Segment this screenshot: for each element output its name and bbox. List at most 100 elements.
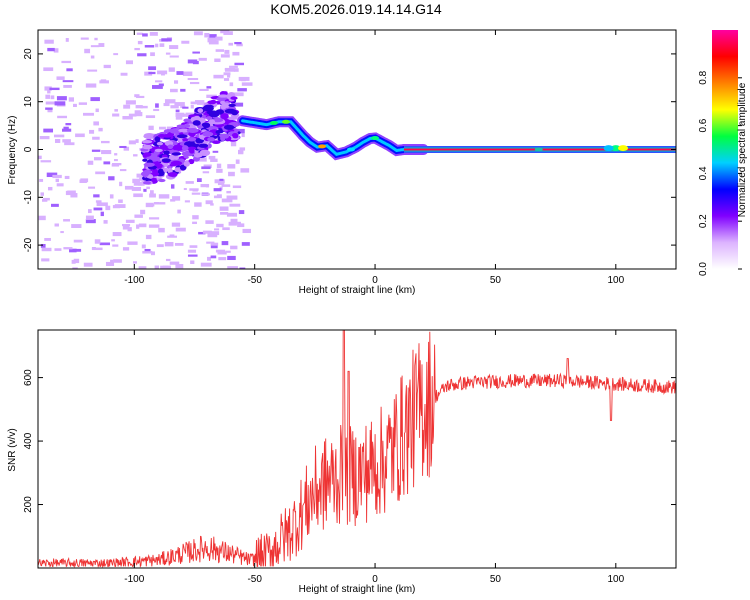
spectrogram-noise-patch	[221, 198, 233, 203]
spectrogram-noise-patch	[226, 212, 238, 217]
spectrogram-noise-patch	[215, 36, 223, 41]
spectrogram-hotspot	[281, 119, 290, 124]
spectrogram-noise-patch	[148, 66, 157, 71]
spectrogram-noise-patch	[144, 71, 153, 76]
spectrogram-noise-patch	[98, 43, 105, 47]
spectrogram-noise-patch	[237, 149, 244, 155]
spectrogram-cloud-blob	[183, 152, 189, 159]
spectrogram-noise-patch	[99, 80, 109, 84]
spectrogram-noise-patch	[110, 259, 114, 263]
spectrogram-x-ticks: -100 -50 0 50 100	[124, 30, 625, 286]
spectrogram-noise-patch	[52, 174, 62, 179]
spectrogram-noise-patch	[119, 145, 127, 148]
spectrogram-noise-patch	[40, 160, 52, 163]
spectrogram-noise-patch	[63, 126, 69, 130]
spectrogram-noise-patch	[88, 209, 92, 214]
spectrogram-noise-patch	[177, 113, 186, 117]
spectrogram-noise-patch	[98, 127, 103, 132]
spectrogram-noise-patch	[125, 100, 136, 105]
spectrogram-noise-patch	[113, 259, 122, 263]
spectrogram-noise-patch	[43, 128, 54, 133]
spectrogram-noise-patch	[189, 245, 198, 248]
spectrogram-noise-patch	[189, 81, 200, 85]
spectrogram-noise-patch	[42, 199, 48, 202]
spectrogram-cloud-blob	[186, 127, 199, 134]
spectrogram-noise-patch	[201, 166, 211, 170]
spectrogram-noise-patch	[72, 267, 78, 269]
spectrogram-noise-patch	[230, 245, 238, 250]
spectrogram-noise-patch	[63, 247, 73, 250]
spectrogram-noise-patch	[237, 223, 245, 228]
spectrogram-noise-patch	[54, 138, 61, 143]
spectrogram-noise-patch	[230, 218, 238, 223]
spectrogram-noise-patch	[166, 126, 174, 130]
spectrogram-noise-patch	[242, 228, 252, 234]
spectrogram-noise-patch	[47, 47, 55, 52]
spectrogram-cloud-blob	[202, 105, 214, 112]
spectrogram-noise-patch	[85, 215, 94, 220]
colorbar-gradient	[712, 30, 738, 269]
colorbar-tick-label: 0.4	[698, 166, 709, 180]
spectrogram-cloud-blob	[192, 120, 201, 126]
spectrogram-noise-patch	[235, 221, 241, 225]
spectrogram-noise-patch	[219, 178, 224, 183]
spectrogram-noise-patch	[227, 266, 238, 269]
spectrogram-noise-patch	[168, 67, 175, 72]
spectrogram-cloud-blob	[219, 133, 229, 138]
spectrogram-noise-patch	[133, 261, 137, 264]
spectrogram-cloud-blob	[220, 113, 229, 120]
spectrogram-noise-patch	[93, 194, 100, 198]
spectrogram-cloud-blob	[181, 145, 189, 152]
spectrogram-noise-patch	[199, 88, 209, 91]
spectrogram-cloud-blob	[182, 138, 189, 142]
spectrogram-noise-patch	[134, 47, 140, 51]
spectrogram-noise-patch	[142, 33, 148, 37]
spectrogram-noise-patch	[159, 43, 165, 47]
spectrogram-noise-patch	[230, 141, 237, 147]
spectrogram-noise-patch	[241, 133, 245, 138]
spectrogram-noise-patch	[119, 169, 127, 172]
spectrogram-noise-patch	[192, 221, 197, 225]
spectrogram-noise-patch	[238, 76, 250, 81]
spectrogram-cloud-blob	[178, 128, 190, 133]
spectrogram-noise-patch	[55, 178, 60, 183]
spectrogram-y-tick-label: 20	[23, 48, 34, 60]
spectrogram-noise-patch	[134, 214, 143, 218]
spectrogram-noise-patch	[158, 83, 164, 87]
spectrogram-noise-patch	[138, 266, 147, 269]
spectrogram-noise-patch	[95, 108, 99, 113]
spectrogram-y-label: Frequency (Hz)	[7, 116, 18, 185]
spectrogram-noise-patch	[154, 202, 166, 205]
colorbar-label: Normalized spectral amplitude	[737, 82, 748, 217]
spectrogram-noise-patch	[114, 204, 126, 208]
spectrogram-noise-patch	[148, 224, 160, 228]
spectrogram-noise-patch	[163, 102, 170, 107]
spectrogram-noise-patch	[154, 265, 160, 269]
spectrogram-cloud-blob	[223, 124, 235, 130]
spectrogram-noise-patch	[50, 95, 55, 100]
spectrogram-cloud-blob	[156, 141, 164, 146]
spectrogram-noise-patch	[155, 80, 163, 83]
spectrogram-noise-patch	[175, 109, 180, 113]
spectrogram-noise-patch	[62, 80, 74, 83]
spectrogram-noise-patch	[205, 184, 210, 188]
spectrogram-noise-patch	[111, 163, 119, 167]
spectrogram-noise-patch	[153, 108, 160, 112]
spectrogram-noise-patch	[145, 115, 156, 119]
spectrogram-noise-patch	[216, 223, 224, 228]
spectrogram-noise-patch	[177, 209, 181, 214]
spectrogram-noise-patch	[232, 102, 244, 107]
spectrogram-cloud-blob	[207, 100, 217, 105]
spectrogram-noise-patch	[47, 186, 53, 191]
spectrogram-cloud-blob	[206, 116, 213, 121]
spectrogram-noise-patch	[169, 261, 180, 265]
spectrogram-noise-patch	[221, 184, 231, 187]
spectrogram-noise-patch	[134, 110, 141, 115]
spectrogram-cloud-blob	[143, 152, 152, 157]
spectrogram-noise-patch	[236, 43, 243, 47]
spectrogram-cloud-blob	[184, 140, 196, 148]
spectrogram-noise-patch	[152, 174, 162, 179]
spectrogram-cloud-blob	[187, 146, 197, 150]
spectrogram-noise-patch	[213, 195, 218, 199]
